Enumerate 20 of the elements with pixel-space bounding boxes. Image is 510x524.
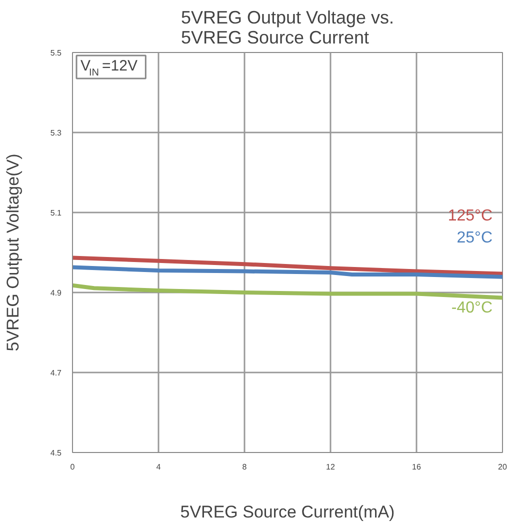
x-tick-label: 20 — [498, 462, 508, 472]
y-tick-label: 4.7 — [50, 368, 62, 378]
series-label: -40°C — [451, 300, 492, 316]
x-tick-label: 4 — [156, 462, 162, 472]
line-series — [72, 265, 502, 279]
y-tick-label: 5.1 — [50, 208, 62, 218]
y-tick-label: 4.5 — [50, 448, 62, 458]
line-series — [72, 256, 502, 276]
x-tick-label: 12 — [326, 462, 336, 472]
x-tick-label: 16 — [412, 462, 422, 472]
line-series — [72, 283, 502, 300]
y-axis-title: 5VREG Output Voltage(V) — [3, 154, 22, 352]
y-tick-label: 4.9 — [50, 288, 62, 298]
y-tick-label: 5.5 — [50, 48, 62, 58]
y-tick-label: 5.3 — [50, 128, 62, 138]
series-label: 25°C — [456, 230, 492, 246]
x-axis-title: 5VREG Source Current(mA) — [180, 502, 395, 522]
x-tick-label: 8 — [242, 462, 248, 472]
chart-title: 5VREG Output Voltage vs. 5VREG Source Current — [180, 8, 394, 48]
x-tick-label: 0 — [70, 462, 76, 472]
